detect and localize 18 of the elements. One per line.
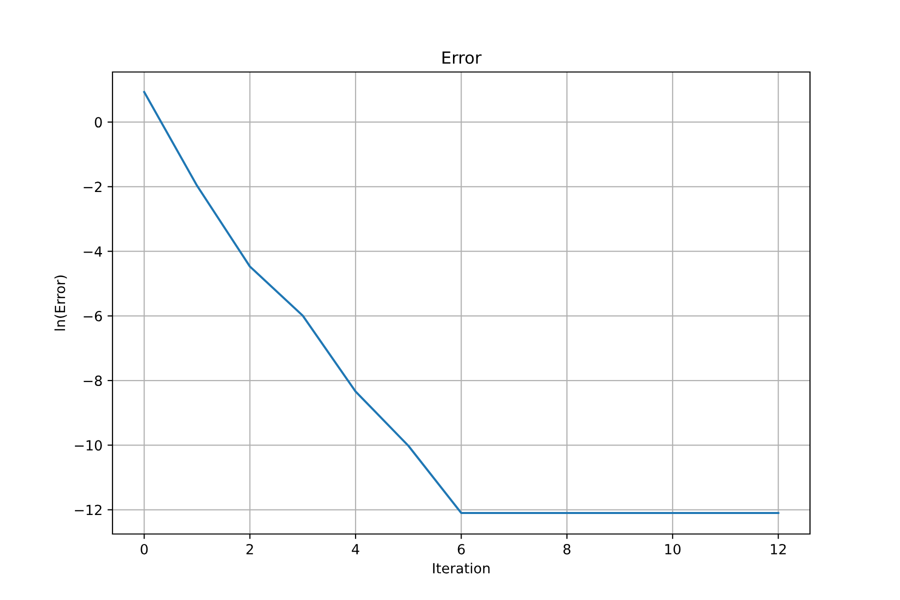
y-tick-label: −8 bbox=[84, 376, 102, 386]
y-tick-label: −2 bbox=[84, 182, 102, 192]
x-tick-label: 12 bbox=[770, 544, 786, 554]
x-tick-label: 0 bbox=[140, 544, 148, 554]
line-series bbox=[143, 90, 780, 514]
x-tick-label: 8 bbox=[563, 544, 570, 554]
x-tick-label: 4 bbox=[352, 544, 360, 554]
x-tick-label: 6 bbox=[458, 544, 465, 554]
y-tick-label: −4 bbox=[84, 246, 102, 257]
y-tick-label: −6 bbox=[84, 310, 102, 322]
y-axis-title: ln(Error) bbox=[54, 276, 67, 330]
x-axis-title: Iteration bbox=[433, 562, 490, 574]
y-tick-label: −12 bbox=[74, 504, 102, 516]
chart-title: Error bbox=[442, 52, 482, 64]
y-tick-label: −10 bbox=[74, 440, 102, 451]
y-tick-label: 0 bbox=[94, 117, 102, 128]
x-tick-label: 10 bbox=[665, 544, 681, 554]
x-tick-label: 2 bbox=[246, 544, 253, 554]
